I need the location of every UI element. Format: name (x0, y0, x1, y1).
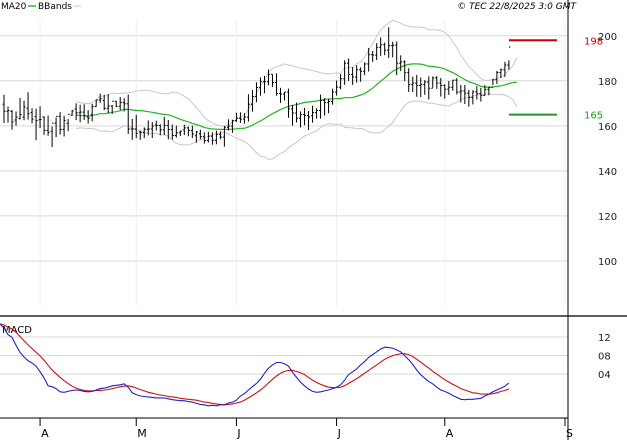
macd-lines (0, 323, 510, 407)
macd-axis: 04 08 12 (598, 333, 611, 381)
macd-line (0, 323, 510, 407)
macd-signal-line (0, 323, 510, 406)
macd-tick-label: 04 (598, 370, 611, 381)
month-label: A (41, 427, 49, 440)
macd-title: MACD (2, 325, 32, 336)
price-bars (2, 27, 511, 148)
legend-ma20: MA20 (1, 2, 27, 12)
price-tick-label: 200 (598, 32, 617, 43)
support-resistance-levels: 198 165 (508, 36, 603, 122)
bollinger-lower-line (76, 93, 518, 160)
macd-tick-label: 12 (598, 333, 611, 344)
month-label: A (446, 427, 454, 440)
legend-bbands: BBands (38, 2, 72, 12)
month-label: J (236, 427, 240, 440)
price-axis: 100 120 140 160 180 200 (598, 32, 617, 268)
macd-tick-label: 08 (598, 352, 611, 363)
bollinger-bands (75, 19, 518, 160)
price-grid (0, 20, 568, 306)
price-panel: 198 165 100 120 140 160 180 200 (0, 19, 617, 306)
price-tick-label: 160 (598, 122, 617, 133)
chart-header: MA20 BBands © TEC 22/8/2025 3:0 GMT (1, 2, 578, 12)
copyright-notice: © TEC 22/8/2025 3:0 GMT (457, 2, 577, 12)
macd-grid (0, 336, 568, 375)
price-tick-label: 140 (598, 167, 617, 178)
support-label: 165 (584, 111, 603, 122)
month-label: S (566, 427, 573, 440)
bollinger-upper-line (75, 19, 518, 127)
month-label: J (337, 427, 341, 440)
price-tick-label: 180 (598, 77, 617, 88)
price-tick-label: 100 (598, 257, 617, 268)
macd-panel: MACD 04 08 12 (0, 323, 611, 407)
price-tick-label: 120 (598, 212, 617, 223)
resistance-label: 198 (584, 36, 603, 47)
month-label: M (137, 427, 147, 440)
